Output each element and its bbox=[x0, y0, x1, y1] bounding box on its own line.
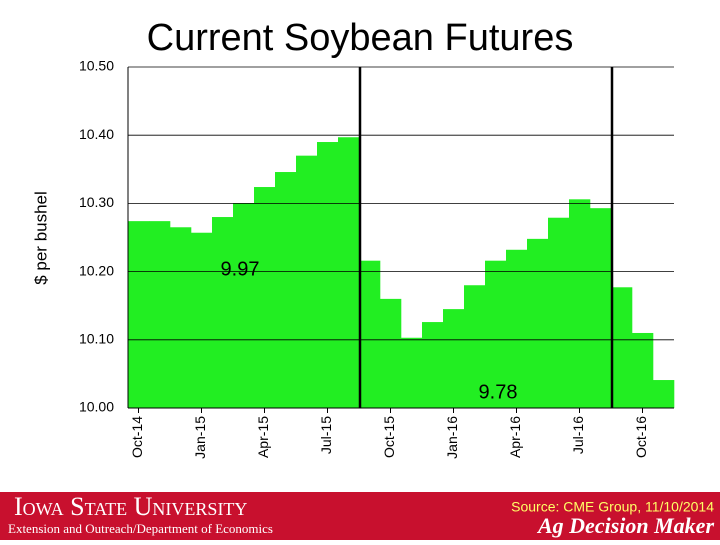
bar bbox=[380, 298, 402, 408]
source: Source: CME Group, 11/10/2014 bbox=[511, 499, 714, 515]
footer-band bbox=[0, 492, 720, 540]
bar bbox=[191, 232, 213, 408]
department: Extension and Outreach/Department of Eco… bbox=[8, 521, 273, 536]
bar bbox=[338, 137, 360, 408]
chart-title: Current Soybean Futures bbox=[147, 17, 574, 59]
bar bbox=[611, 287, 633, 408]
bar bbox=[464, 285, 486, 408]
bar bbox=[275, 172, 297, 408]
bar bbox=[401, 337, 423, 408]
bar bbox=[317, 142, 339, 408]
bar bbox=[422, 322, 444, 408]
plot: Oct-14 Jan-15 Apr-15 Jul-15 Oct-15 Jan-16 Apr-… bbox=[79, 58, 675, 459]
y-tick-label: 10.00 bbox=[79, 399, 114, 415]
bar bbox=[233, 203, 255, 408]
x-tick-label: Jul-15 bbox=[318, 416, 334, 454]
x-tick-label: Apr-15 bbox=[255, 416, 271, 458]
bar bbox=[149, 221, 171, 408]
y-axis-label: $ per bushel bbox=[31, 191, 50, 285]
y-tick-label: 10.40 bbox=[79, 126, 114, 142]
bar bbox=[548, 217, 570, 408]
y-tick-label: 10.20 bbox=[79, 262, 114, 278]
university-name: Iowa State University bbox=[14, 492, 247, 521]
bar bbox=[527, 238, 549, 408]
bar bbox=[359, 260, 381, 408]
bar bbox=[443, 309, 465, 408]
y-tick-label: 10.50 bbox=[79, 58, 114, 74]
bar bbox=[569, 199, 591, 408]
x-tick-label: Jul-16 bbox=[570, 416, 586, 454]
x-tick-label: Oct-14 bbox=[129, 416, 145, 458]
bar bbox=[254, 187, 276, 408]
x-tick-label: Jan-16 bbox=[444, 416, 460, 459]
bar bbox=[485, 260, 507, 408]
bar bbox=[632, 332, 654, 408]
bar bbox=[590, 208, 612, 408]
x-tick-label: Jan-15 bbox=[192, 416, 208, 459]
annotation: 9.78 bbox=[479, 381, 518, 403]
x-tick-label: Oct-16 bbox=[633, 416, 649, 458]
x-tick-label: Oct-15 bbox=[381, 416, 397, 458]
bar bbox=[506, 249, 528, 408]
bar bbox=[296, 155, 318, 408]
annotation: 9.97 bbox=[221, 258, 260, 280]
y-tick-label: 10.30 bbox=[79, 194, 114, 210]
y-tick-label: 10.10 bbox=[79, 331, 114, 347]
bar bbox=[653, 380, 675, 408]
bar bbox=[128, 221, 150, 408]
brand: Ag Decision Maker bbox=[536, 513, 714, 538]
bar bbox=[170, 227, 192, 408]
bar bbox=[212, 217, 234, 408]
x-tick-label: Apr-16 bbox=[507, 416, 523, 458]
